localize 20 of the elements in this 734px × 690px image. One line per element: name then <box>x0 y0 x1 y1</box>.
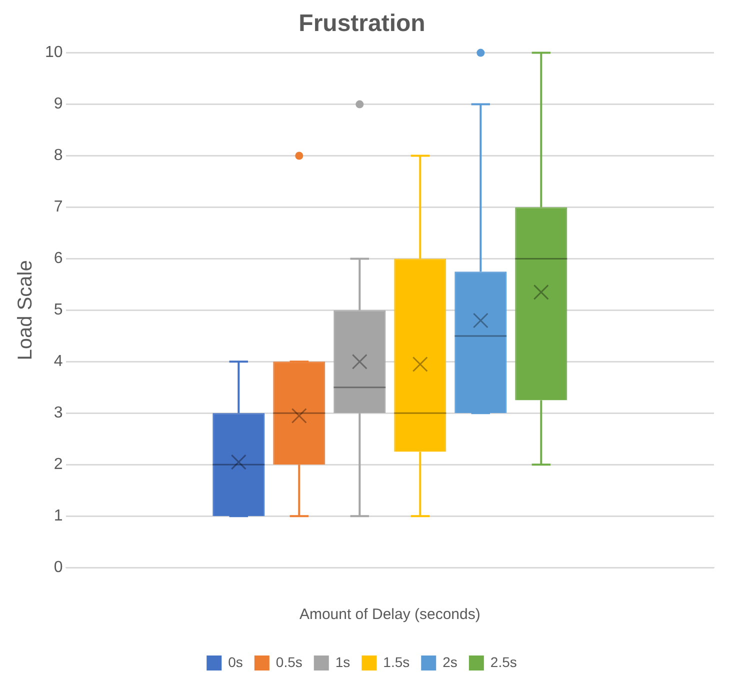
y-tick-label: 7 <box>54 198 63 216</box>
x-axis-title: Amount of Delay (seconds) <box>299 606 480 624</box>
y-axis-title: Load Scale <box>14 260 37 360</box>
y-tick-label: 2 <box>54 456 63 474</box>
y-tick-label: 1 <box>54 508 63 525</box>
legend-label: 2.5s <box>490 654 517 670</box>
y-tick-label: 6 <box>54 250 63 268</box>
legend-label: 2s <box>442 654 458 670</box>
chart-title: Frustration <box>298 10 426 38</box>
legend-label: 0.5s <box>276 654 302 670</box>
legend-label: 0s <box>228 654 243 670</box>
legend-label: 1.5s <box>383 654 410 670</box>
y-tick-label: 9 <box>54 96 63 113</box>
y-tick-label: 3 <box>54 404 63 422</box>
y-tick-label: 4 <box>54 353 63 370</box>
y-tick-label: 10 <box>45 44 63 62</box>
y-tick-label: 5 <box>54 302 63 319</box>
y-tick-label: 8 <box>54 147 63 164</box>
y-tick-label: 0 <box>54 559 63 576</box>
legend-label: 1s <box>335 654 350 670</box>
